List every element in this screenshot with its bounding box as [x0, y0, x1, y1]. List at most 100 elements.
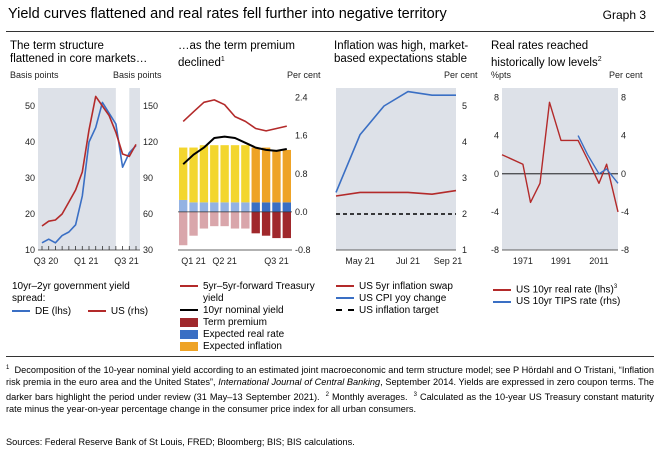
bar-expected-inflation — [210, 145, 219, 203]
x-tick-label-2: 2011 — [589, 256, 608, 266]
bar-expected-real-rate — [189, 202, 198, 212]
panel1-unit-left: Basis points — [10, 70, 59, 80]
legend-swatch-exp-inflation — [180, 341, 198, 351]
graph-number: Graph 3 — [602, 8, 646, 22]
x-tick-label-0: 1971 — [513, 256, 533, 266]
bar-expected-real-rate — [179, 199, 188, 212]
plot-area — [336, 88, 456, 250]
bar-expected-inflation — [230, 145, 240, 203]
y-left-tick-3: 40 — [25, 137, 35, 147]
legend-swatch-swap — [336, 285, 354, 288]
series-line-0 — [335, 189, 457, 197]
x-tick-label-1: Q1 21 — [74, 256, 99, 266]
bar-expected-inflation — [251, 147, 260, 203]
y-right-tick-1: 0.0 — [295, 207, 308, 217]
x-tick-label-2: Q3 21 — [114, 256, 139, 266]
legend-swatch-tips — [493, 300, 511, 303]
y-right-tick-3: 120 — [143, 137, 158, 147]
y-left-tick-4: 50 — [25, 101, 35, 111]
series-line-1 — [577, 135, 619, 184]
legend-swatch-cpi — [336, 297, 354, 300]
y-right-tick-4: 8 — [621, 93, 626, 103]
bar-expected-inflation — [189, 147, 198, 203]
legend-swatch-5y5y — [180, 285, 198, 288]
line-series-0 — [182, 99, 287, 132]
x-tick-label-1: Q2 21 — [212, 256, 237, 266]
y-left-tick-0: -8 — [491, 245, 499, 255]
bar-expected-real-rate — [282, 202, 291, 212]
y-right-tick-0: -8 — [621, 245, 629, 255]
panel2-unit-right: Per cent — [287, 70, 321, 80]
y-left-tick-0: 10 — [25, 245, 35, 255]
mid-rule — [6, 356, 654, 357]
bar-term-premium — [179, 211, 188, 246]
bar-term-premium — [199, 211, 209, 229]
series-line-1 — [41, 95, 137, 227]
legend-swatch-us — [87, 310, 106, 313]
series-line-0 — [41, 101, 137, 244]
bar-expected-inflation — [241, 145, 250, 203]
y-right-tick-4: 150 — [143, 101, 158, 111]
panel4-title: Real rates reached historically low level… — [491, 40, 602, 69]
y-right-tick-0: 1 — [462, 245, 467, 255]
bar-term-premium — [220, 211, 229, 227]
bar-term-premium — [272, 211, 281, 239]
x-tick-label-2: Q3 21 — [264, 256, 289, 266]
legend-swatch-10yr — [180, 309, 198, 312]
y-right-tick-1: -4 — [621, 207, 629, 217]
panel4-chart: -8 -4 0 4 8 -8 -4 0 4 8 1971 1991 2011 — [491, 88, 629, 266]
y-left-tick-1: -4 — [491, 207, 499, 217]
y-left-tick-2: 0 — [494, 169, 499, 179]
y-right-tick-1: 60 — [143, 209, 153, 219]
panel1-legend: 10yr–2yr government yield spread: DE (lh… — [12, 281, 149, 317]
panel1-unit-right: Basis points — [113, 70, 162, 80]
bar-expected-inflation — [272, 149, 281, 203]
bar-term-premium — [261, 211, 271, 236]
bar-term-premium — [251, 211, 260, 234]
bar-expected-real-rate — [251, 202, 260, 212]
legend-swatch-real-rate — [180, 329, 198, 339]
bar-expected-real-rate — [230, 202, 240, 212]
series-line-1 — [335, 90, 456, 193]
bar-expected-inflation — [199, 145, 209, 203]
y-right-tick-3: 4 — [621, 131, 626, 141]
panel3-unit-right: Per cent — [444, 70, 478, 80]
bar-expected-real-rate — [220, 202, 229, 212]
panel2-legend: 5yr–5yr-forward Treasury yield 10yr nomi… — [180, 281, 315, 353]
footnotes: 1 Decomposition of the 10-year nominal y… — [6, 365, 654, 415]
y-right-tick-0: 30 — [143, 245, 153, 255]
bar-term-premium — [210, 211, 219, 227]
x-tick-label-0: Q1 21 — [181, 256, 206, 266]
top-rule — [6, 31, 654, 32]
bar-expected-inflation — [282, 149, 291, 203]
bar-expected-real-rate — [261, 202, 271, 212]
bar-term-premium — [241, 211, 250, 229]
panel4-unit-right: Per cent — [609, 70, 643, 80]
y-right-tick-2: 3 — [462, 173, 467, 183]
bar-term-premium — [282, 211, 291, 239]
page-title: Yield curves flattened and real rates fe… — [8, 6, 447, 22]
y-left-tick-4: 8 — [494, 93, 499, 103]
y-right-tick-3: 1.6 — [295, 131, 308, 141]
y-left-tick-1: 20 — [25, 209, 35, 219]
panel1-title: The term structure flattened in core mark… — [10, 40, 148, 65]
series-line-0 — [501, 101, 619, 213]
panel3-legend: US 5yr inflation swap US CPI yoy change … — [336, 281, 453, 317]
bar-expected-real-rate — [199, 202, 209, 212]
bar-expected-inflation — [261, 147, 271, 203]
y-right-tick-4: 2.4 — [295, 93, 308, 103]
y-right-tick-2: 0 — [621, 169, 626, 179]
panel3-chart: 1 2 3 4 5 May 21 Jul 21 Sep 21 — [335, 88, 467, 266]
panel3-title: Inflation was high, market-based expecta… — [334, 40, 469, 65]
y-right-tick-2: 90 — [143, 173, 153, 183]
bar-term-premium — [230, 211, 240, 229]
legend-swatch-target — [336, 309, 354, 312]
bar-expected-real-rate — [241, 202, 250, 212]
panel1-chart: 10 20 30 40 50 30 60 90 120 150 Q3 20 Q1 21 Q3 21 — [25, 88, 158, 266]
y-right-tick-3: 4 — [462, 137, 467, 147]
sources-note: Sources: Federal Reserve Bank of St Loui… — [6, 437, 355, 447]
x-tick-label-0: May 21 — [345, 256, 375, 266]
x-tick-label-2: Sep 21 — [434, 256, 463, 266]
review-period-band — [115, 88, 130, 250]
panel2-title: …as the term premium declined1 — [178, 40, 295, 69]
